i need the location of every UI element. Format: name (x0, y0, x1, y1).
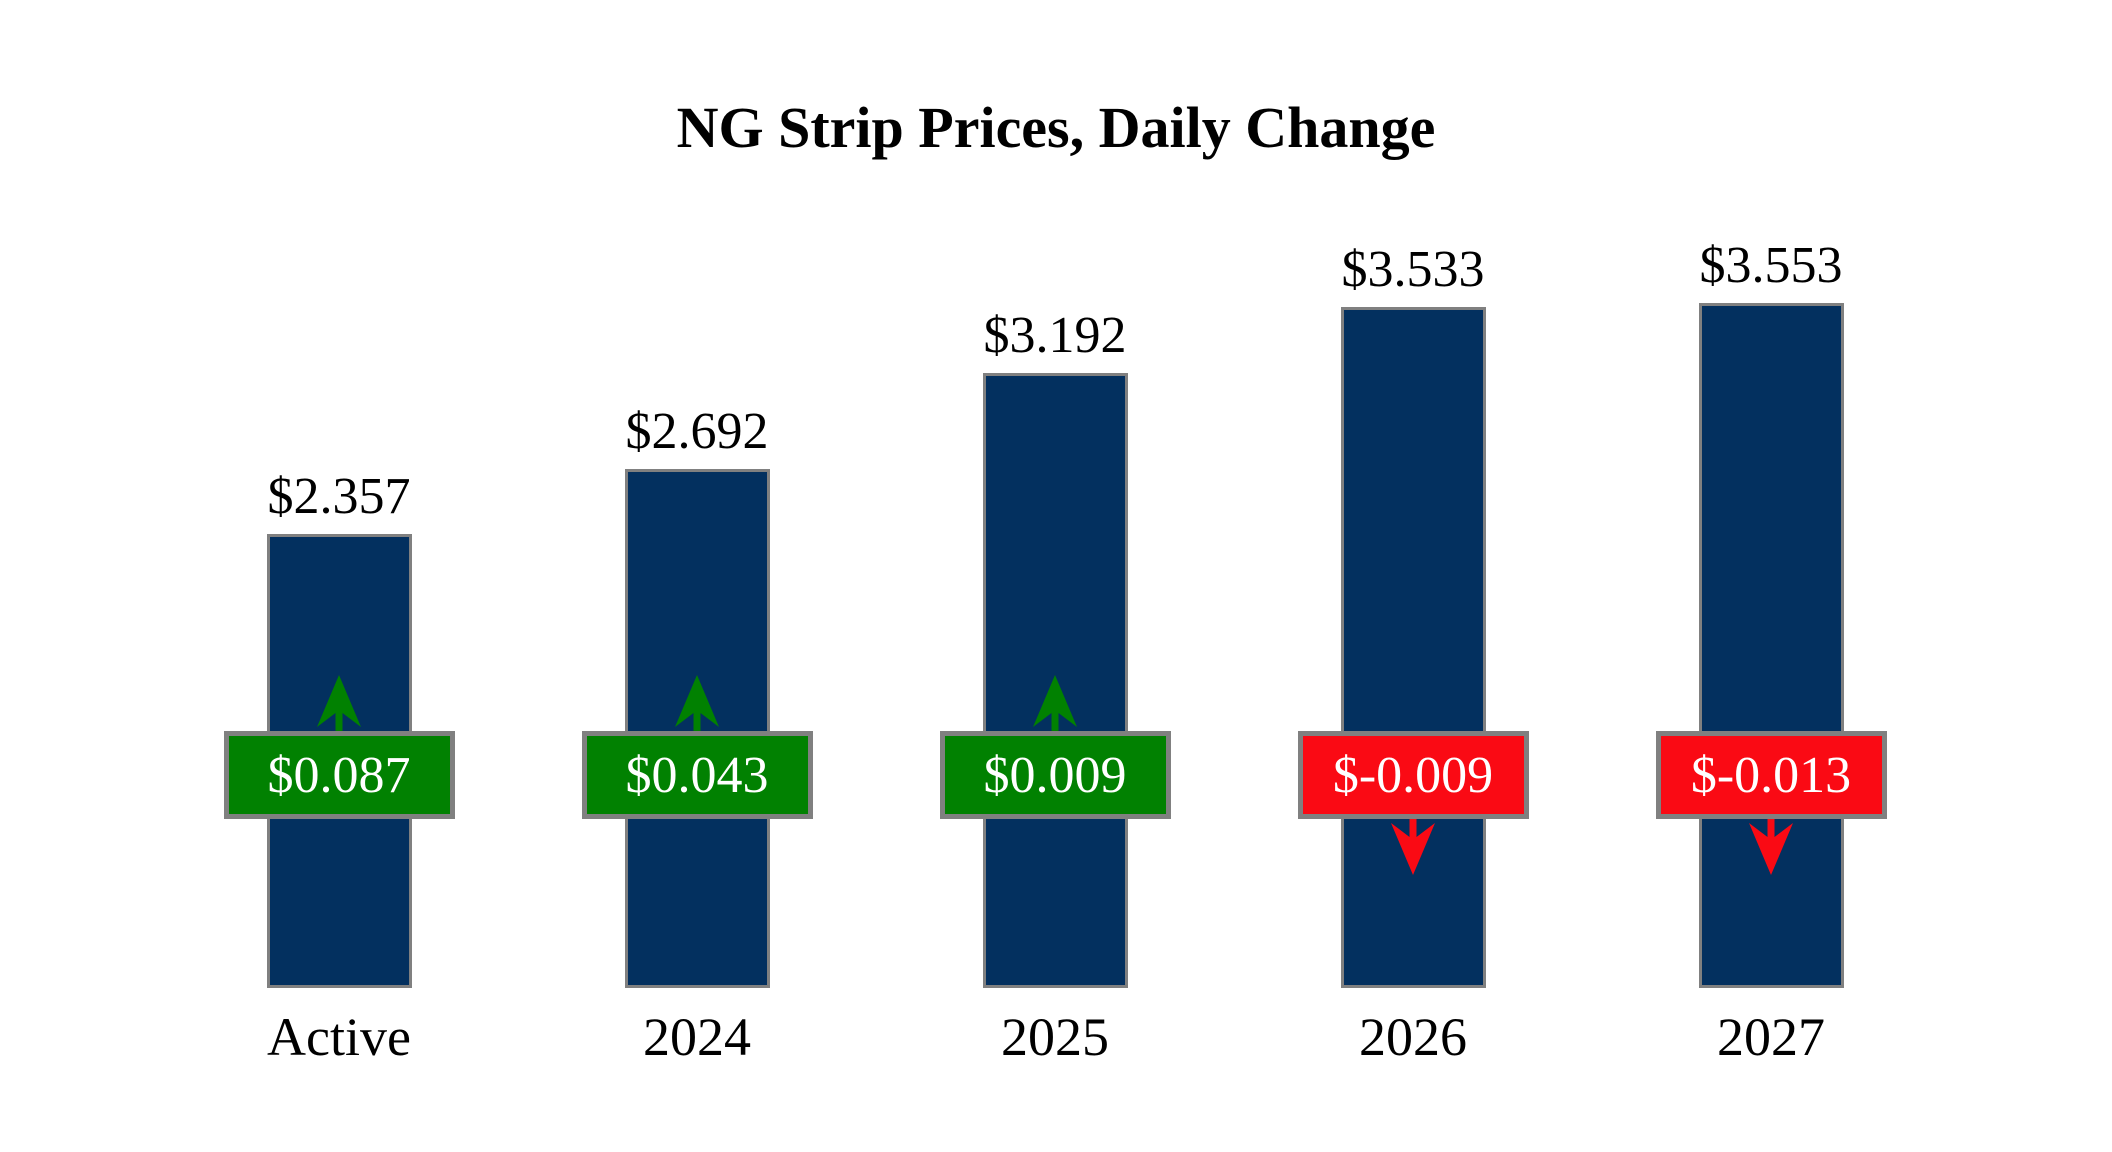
x-axis-label-active: Active (267, 1007, 411, 1067)
x-axis-label-2026: 2026 (1359, 1007, 1467, 1067)
change-badge-2025: $0.009 (939, 731, 1171, 819)
x-axis-label-2024: 2024 (643, 1007, 751, 1067)
change-badge-2024: $0.043 (581, 731, 813, 819)
bar-value-label-active: $2.357 (267, 467, 411, 525)
bar-value-label-2024: $2.692 (625, 402, 769, 460)
x-axis-label-2025: 2025 (1001, 1007, 1109, 1067)
up-arrow-icon (317, 675, 361, 733)
x-axis-label-2027: 2027 (1717, 1007, 1825, 1067)
bar-value-label-2027: $3.553 (1699, 236, 1843, 294)
bar-value-label-2026: $3.533 (1341, 240, 1485, 298)
change-badge-2027: $-0.013 (1655, 731, 1887, 819)
chart-title: NG Strip Prices, Daily Change (676, 95, 1436, 160)
bar-2027 (1698, 302, 1844, 988)
bar-value-label-2025: $3.192 (983, 306, 1127, 364)
up-arrow-icon (675, 675, 719, 733)
bar-2026 (1340, 306, 1486, 988)
down-arrow-icon (1749, 817, 1793, 875)
change-badge-2026: $-0.009 (1297, 731, 1529, 819)
down-arrow-icon (1391, 817, 1435, 875)
up-arrow-icon (1033, 675, 1077, 733)
change-badge-active: $0.087 (223, 731, 455, 819)
